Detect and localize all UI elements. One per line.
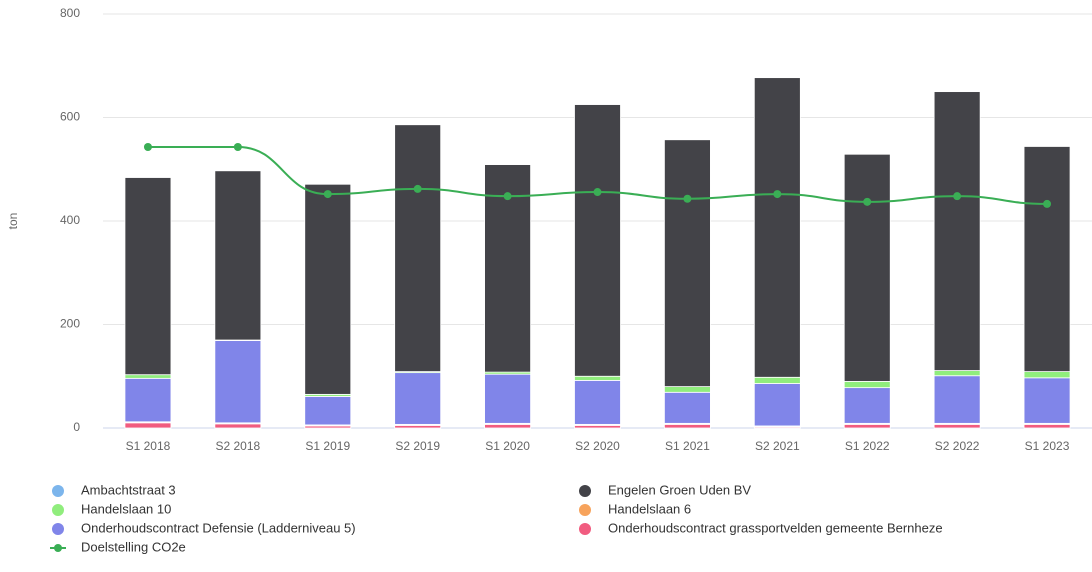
bar-segment <box>574 379 621 425</box>
target-point <box>683 194 692 203</box>
bar-segment <box>214 423 262 429</box>
x-tick-label: S1 2023 <box>1025 439 1070 453</box>
bar-segment <box>394 372 442 425</box>
target-point <box>593 188 602 197</box>
target-point <box>143 142 152 151</box>
legend-marker <box>52 485 64 497</box>
bar-segment <box>484 423 531 429</box>
target-point <box>953 192 962 201</box>
legend-label: Engelen Groen Uden BV <box>608 482 751 497</box>
legend-label: Onderhoudscontract grassportvelden gemee… <box>608 520 943 535</box>
y-tick-label: 400 <box>60 213 80 227</box>
legend-label: Onderhoudscontract Defensie (Laddernivea… <box>81 520 356 535</box>
bar-segment <box>574 375 621 381</box>
legend-label: Ambachtstraat 3 <box>81 482 176 497</box>
target-point <box>323 190 332 199</box>
bar-segment <box>394 124 442 372</box>
x-tick-label: S1 2019 <box>305 439 350 453</box>
x-tick-label: S1 2018 <box>126 439 171 453</box>
x-tick-label: S2 2020 <box>575 439 620 453</box>
bar-segment <box>304 396 352 426</box>
legend-marker <box>54 544 62 552</box>
bar-segment <box>753 376 801 384</box>
y-tick-label: 600 <box>60 110 80 124</box>
bar-segment <box>124 177 172 376</box>
target-point <box>1043 199 1052 208</box>
bar-segment <box>1023 146 1071 372</box>
y-tick-label: 200 <box>60 317 80 331</box>
bar-segment <box>214 340 262 424</box>
bar-segment <box>843 381 891 389</box>
legend-label: Handelslaan 6 <box>608 501 691 516</box>
bar-segment <box>1023 423 1071 429</box>
bar-segment <box>753 77 801 378</box>
bar-segment <box>843 387 891 424</box>
bar-segment <box>933 91 981 371</box>
x-tick-label: S2 2022 <box>935 439 980 453</box>
x-tick-label: S2 2018 <box>216 439 261 453</box>
bar-segment <box>124 374 172 379</box>
bar-segment <box>664 391 711 424</box>
bar-segment <box>664 386 711 393</box>
x-tick-label: S1 2022 <box>845 439 890 453</box>
bar-segment <box>933 375 981 424</box>
x-tick-label: S1 2021 <box>665 439 710 453</box>
bar-segment <box>214 170 262 341</box>
target-point <box>233 142 242 151</box>
bar-segment <box>843 153 891 382</box>
x-tick-label: S1 2020 <box>485 439 530 453</box>
y-tick-label: 800 <box>60 6 80 20</box>
legend-marker <box>52 504 64 516</box>
bar-segment <box>664 423 711 429</box>
legend-marker <box>52 523 64 535</box>
target-point <box>773 190 782 199</box>
bar-segment <box>124 377 172 423</box>
bar-segment <box>664 139 711 388</box>
x-tick-label: S2 2021 <box>755 439 800 453</box>
y-tick-label: 0 <box>73 420 80 434</box>
legend-label: Doelstelling CO2e <box>81 539 186 554</box>
bar-segment <box>933 423 981 429</box>
legend-marker <box>579 504 591 516</box>
y-axis-label: ton <box>6 213 20 230</box>
legend-label: Handelslaan 10 <box>81 501 171 516</box>
target-point <box>503 192 512 201</box>
bar-segment <box>753 383 801 427</box>
bar-segment <box>1023 371 1071 379</box>
target-point <box>413 184 422 193</box>
bar-segment <box>574 104 621 377</box>
legend-marker <box>579 523 591 535</box>
legend-marker <box>579 485 591 497</box>
bar-segment <box>484 373 531 424</box>
x-tick-label: S2 2019 <box>395 439 440 453</box>
target-point <box>863 197 872 206</box>
bar-segment <box>933 370 981 377</box>
bar-segment <box>304 183 352 395</box>
bar-segment <box>124 422 172 429</box>
bar-segment <box>1023 377 1071 424</box>
bar-segment <box>843 423 891 429</box>
